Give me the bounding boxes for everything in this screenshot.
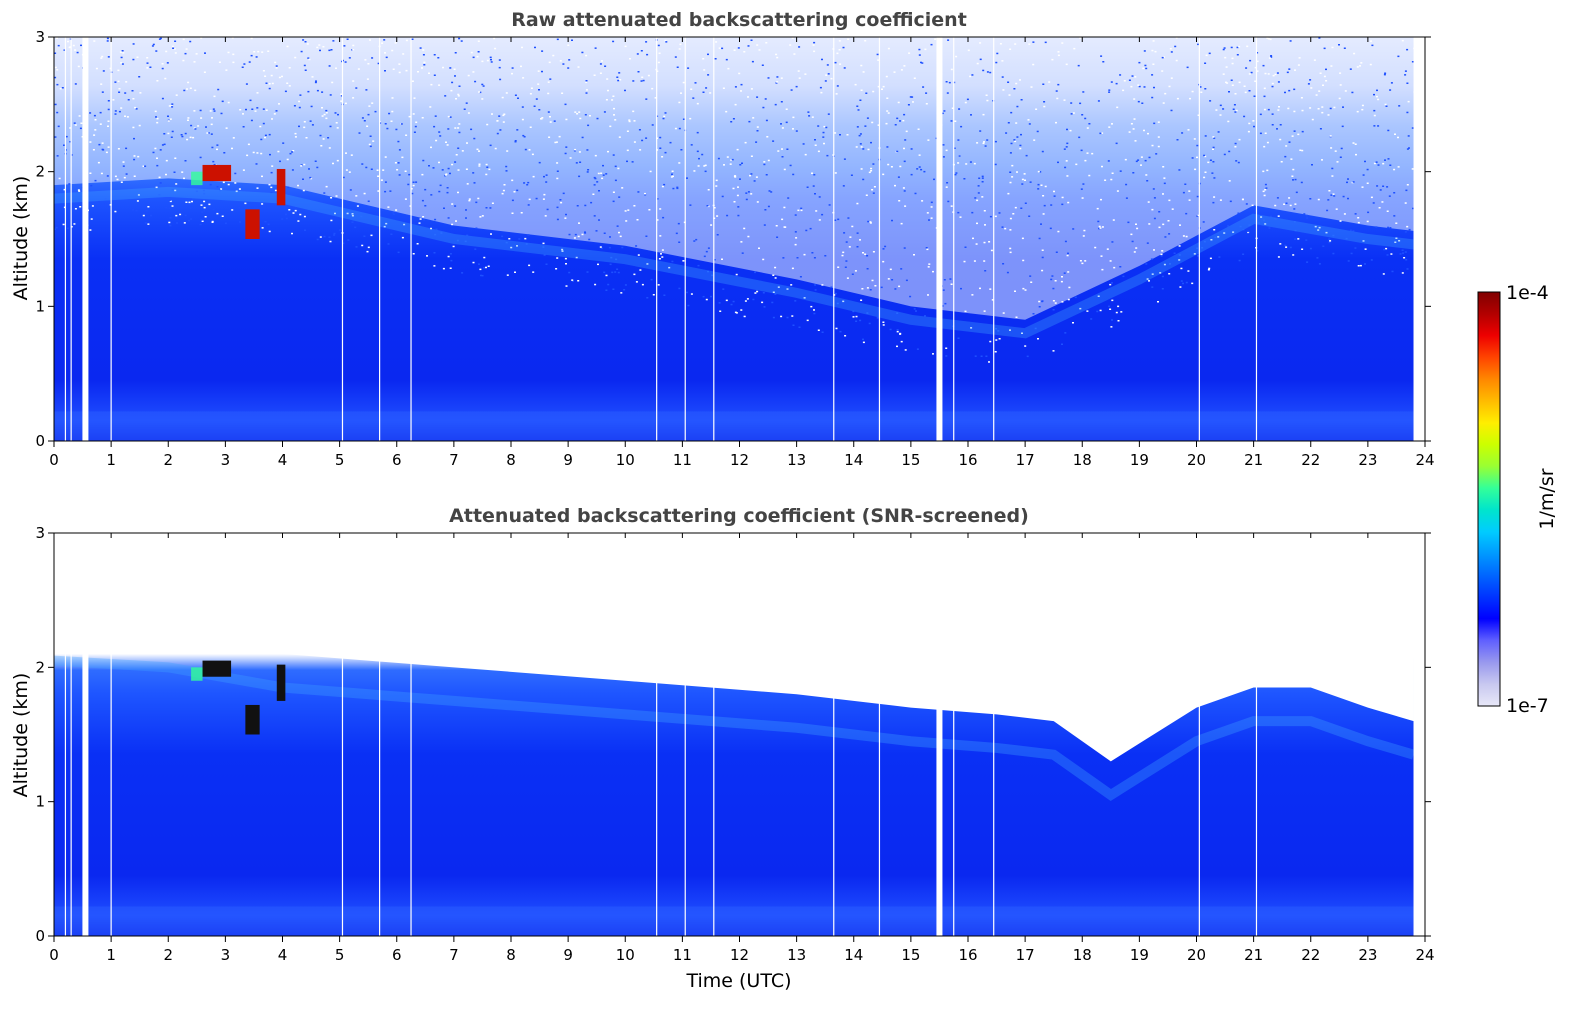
x-tick-label: 4 (278, 451, 288, 469)
no-data (1413, 533, 1425, 936)
data-gap (936, 533, 943, 936)
panel-raw: Raw attenuated backscattering coefficien… (10, 9, 1435, 469)
y-tick-label: 2 (35, 658, 45, 676)
x-tick-label: 7 (449, 946, 459, 964)
x-tick-label: 13 (787, 946, 806, 964)
x-tick-label: 9 (563, 946, 573, 964)
x-tick-label: 13 (787, 451, 806, 469)
x-tick-label: 20 (1187, 451, 1206, 469)
data-gap (936, 37, 943, 441)
no-data (1413, 37, 1425, 441)
x-tick-label: 22 (1301, 451, 1320, 469)
panel-screened-xlabel: Time (UTC) (685, 970, 791, 992)
x-tick-label: 8 (506, 451, 516, 469)
x-tick-label: 24 (1415, 946, 1434, 964)
panel-screened-axes: 0 1 2 3 4 5 6 7 8 9 10 11 12 13 14 15 16 17 18 19 20 21 22 23 24… (35, 524, 1434, 964)
x-tick-label: 10 (616, 451, 635, 469)
x-tick-label: 2 (163, 451, 173, 469)
boundary-band (54, 655, 1415, 801)
x-tick-label: 11 (673, 451, 692, 469)
cloud-patch (202, 164, 232, 182)
x-tick-label: 6 (392, 946, 402, 964)
x-tick-label: 23 (1358, 946, 1377, 964)
x-tick-label: 14 (844, 451, 863, 469)
x-tick-label: 20 (1187, 946, 1206, 964)
x-tick-label: 12 (730, 451, 749, 469)
panel-screened-title: Attenuated backscattering coefficient (S… (449, 505, 1029, 527)
cloud-patch (276, 664, 286, 701)
y-tick-label: 2 (35, 163, 45, 181)
y-tick-label: 3 (35, 28, 45, 46)
cloud-patch (245, 704, 260, 735)
cloud-patch (202, 660, 232, 677)
x-tick-label: 16 (958, 451, 977, 469)
x-tick-label: 18 (1073, 451, 1092, 469)
x-tick-label: 1 (106, 946, 116, 964)
x-tick-label: 19 (1130, 946, 1149, 964)
cloud-patch (245, 209, 260, 239)
x-tick-label: 3 (221, 451, 231, 469)
x-tick-label: 14 (844, 946, 863, 964)
screened-region (54, 533, 1414, 762)
x-tick-label: 0 (49, 946, 59, 964)
x-tick-label: 6 (392, 451, 402, 469)
x-tick-label: 9 (563, 451, 573, 469)
x-tick-label: 15 (901, 451, 920, 469)
panel-screened-plot (54, 533, 1425, 936)
data-gap (82, 533, 89, 936)
cloud-patch (276, 168, 286, 206)
y-tick-label: 3 (35, 524, 45, 542)
colorbar: 1e-4 1e-7 1/m/sr (1477, 282, 1558, 717)
y-tick-label: 1 (35, 793, 45, 811)
panel-screened-ylabel: Altitude (km) (10, 673, 32, 798)
panel-raw-axes: 0 1 2 3 4 5 6 7 8 9 10 11 12 13 14 15 16 17 18 19 20 21 22 23 24… (35, 28, 1434, 469)
boundary-band (54, 186, 1425, 339)
x-tick-label: 23 (1358, 451, 1377, 469)
cloud-edge (191, 171, 203, 186)
x-tick-label: 17 (1016, 451, 1035, 469)
x-tick-label: 24 (1415, 451, 1434, 469)
y-tick-label: 0 (35, 927, 45, 945)
x-tick-label: 21 (1244, 451, 1263, 469)
noise-speckle (54, 37, 1416, 363)
cloud-layer (191, 660, 286, 735)
colorbar-max-label: 1e-4 (1506, 282, 1549, 304)
panel-screened: Attenuated backscattering coefficient (S… (10, 505, 1435, 992)
x-tick-label: 19 (1130, 451, 1149, 469)
y-tick-label: 1 (35, 297, 45, 315)
x-tick-label: 18 (1073, 946, 1092, 964)
x-tick-label: 11 (673, 946, 692, 964)
x-tick-label: 1 (106, 451, 116, 469)
cloud-layer (191, 164, 286, 239)
cloud-edge (191, 667, 203, 681)
panel-raw-title: Raw attenuated backscattering coefficien… (511, 9, 967, 31)
x-tick-label: 3 (221, 946, 231, 964)
x-tick-label: 5 (335, 451, 345, 469)
colorbar-min-label: 1e-7 (1506, 695, 1549, 717)
x-tick-label: 15 (901, 946, 920, 964)
x-tick-label: 8 (506, 946, 516, 964)
colorbar-scale (1477, 291, 1501, 707)
panel-raw-plot (54, 37, 1425, 441)
x-tick-label: 7 (449, 451, 459, 469)
panel-raw-ylabel: Altitude (km) (10, 176, 32, 301)
x-tick-label: 0 (49, 451, 59, 469)
x-tick-label: 17 (1016, 946, 1035, 964)
y-tick-label: 0 (35, 432, 45, 450)
x-tick-label: 16 (958, 946, 977, 964)
surface-layer (54, 906, 1414, 936)
x-tick-label: 21 (1244, 946, 1263, 964)
x-tick-label: 22 (1301, 946, 1320, 964)
x-tick-label: 12 (730, 946, 749, 964)
x-tick-label: 2 (163, 946, 173, 964)
data-gap (82, 37, 89, 441)
x-tick-label: 4 (278, 946, 288, 964)
x-tick-label: 5 (335, 946, 345, 964)
colorbar-unit-label: 1/m/sr (1536, 468, 1558, 529)
x-tick-label: 10 (616, 946, 635, 964)
surface-layer (54, 411, 1414, 441)
